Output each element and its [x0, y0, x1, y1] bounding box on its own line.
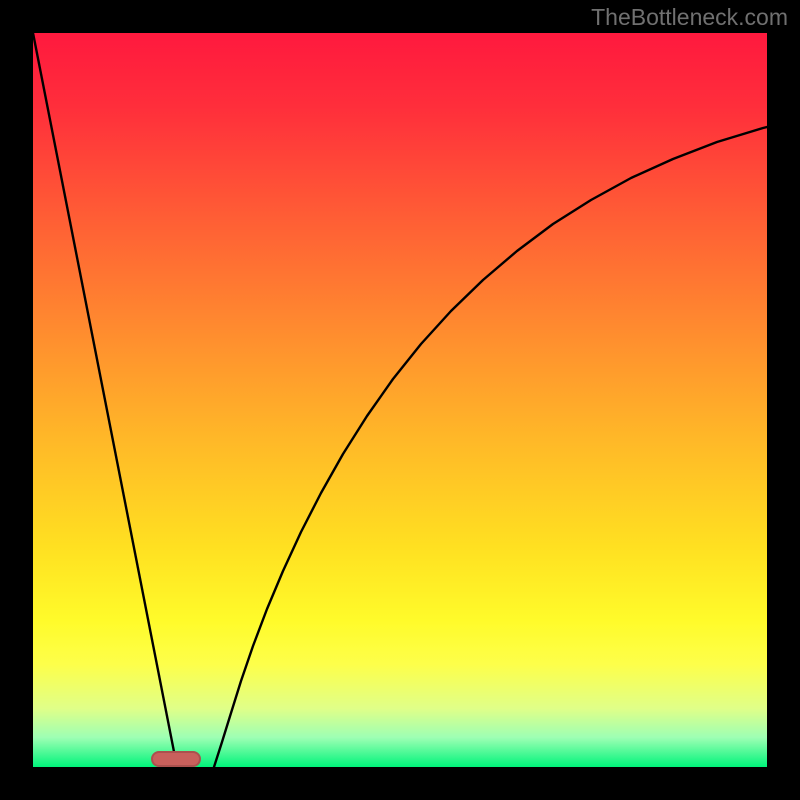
- right-curve: [214, 127, 767, 767]
- watermark-text: TheBottleneck.com: [591, 4, 788, 31]
- chart-container: TheBottleneck.com: [0, 0, 800, 800]
- bottleneck-marker: [151, 751, 201, 767]
- plot-area: [33, 33, 767, 767]
- left-line: [33, 33, 177, 767]
- curve-layer: [33, 33, 767, 767]
